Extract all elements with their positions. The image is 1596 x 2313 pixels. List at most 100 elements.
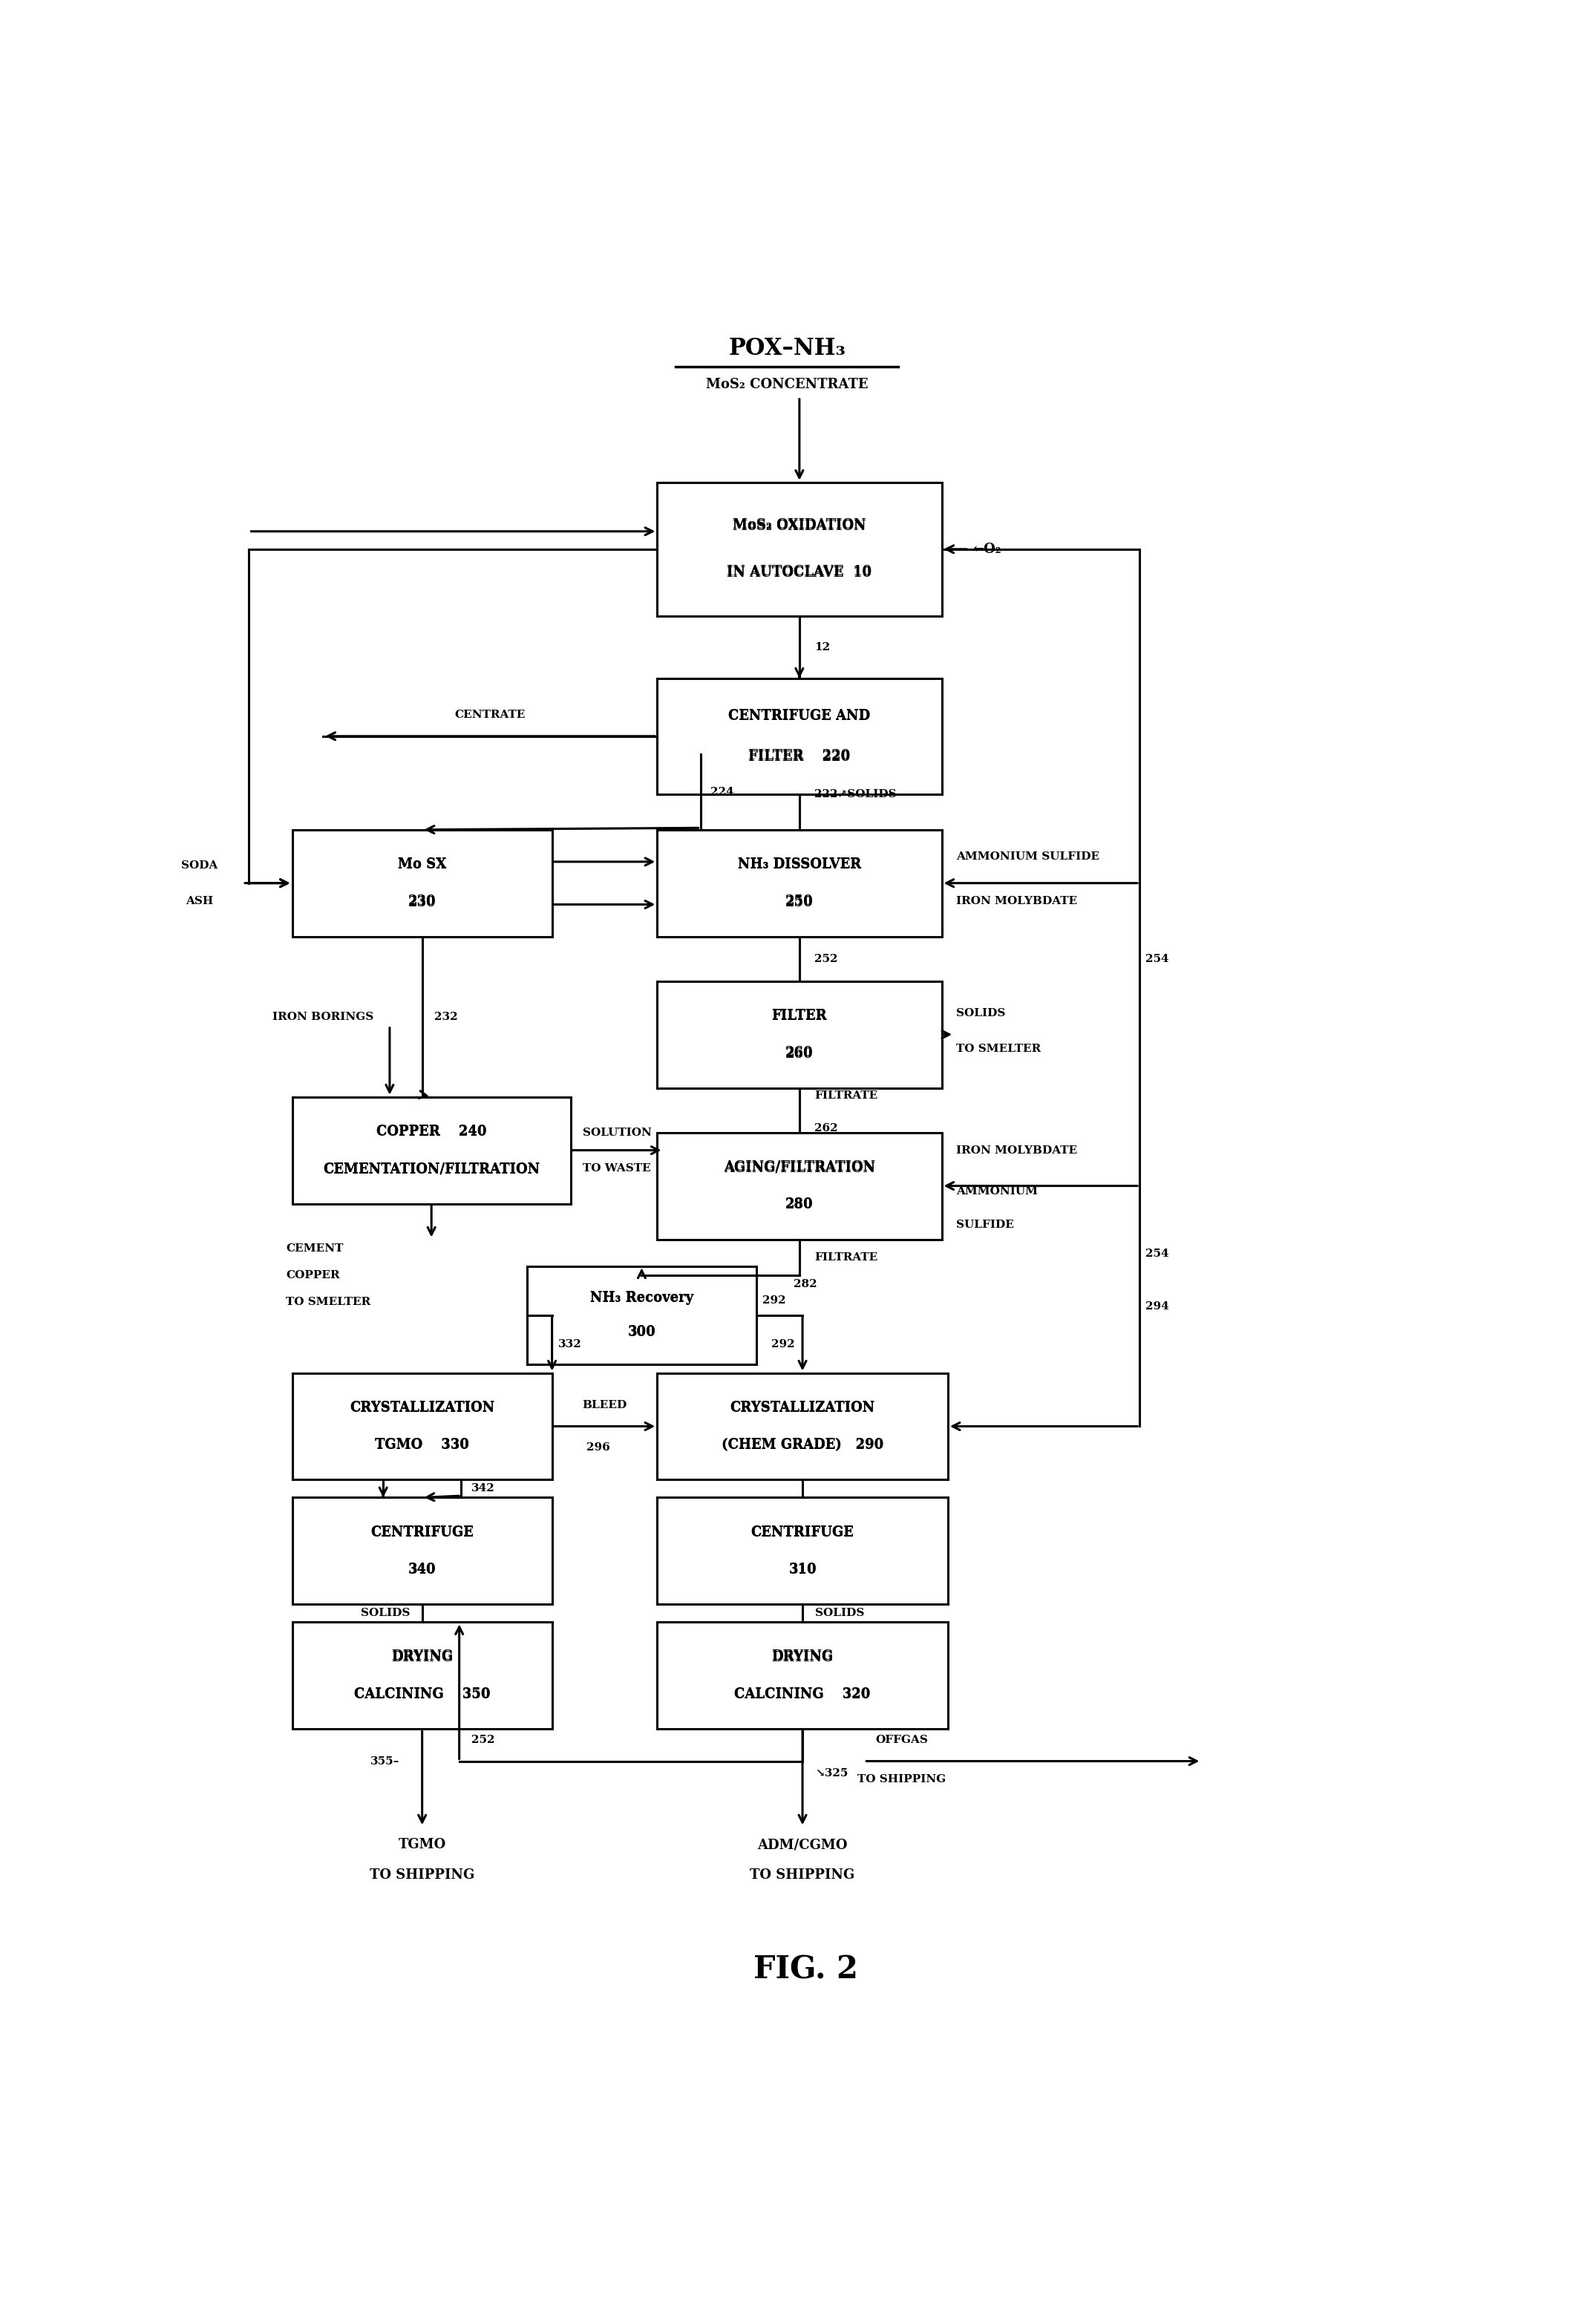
Text: CRYSTALLIZATION: CRYSTALLIZATION	[350, 1402, 495, 1416]
Bar	[658, 1374, 948, 1480]
Text: 250: 250	[785, 895, 814, 909]
Bar	[292, 1497, 552, 1605]
Text: OFFGAS: OFFGAS	[875, 1735, 927, 1744]
Text: CRYSTALLIZATION: CRYSTALLIZATION	[729, 1402, 875, 1416]
Text: 280: 280	[785, 1198, 814, 1212]
Text: TGMO: TGMO	[399, 1839, 445, 1850]
Text: BLEED: BLEED	[583, 1399, 627, 1411]
Text: CENTRIFUGE: CENTRIFUGE	[752, 1527, 854, 1540]
Text: 310: 310	[788, 1564, 817, 1575]
Text: FIG. 2: FIG. 2	[753, 1954, 859, 1985]
Text: ↘325: ↘325	[816, 1769, 847, 1779]
Text: 12: 12	[814, 643, 830, 652]
Text: 332: 332	[559, 1339, 583, 1348]
Text: AGING/FILTRATION: AGING/FILTRATION	[723, 1161, 875, 1175]
Bar	[658, 1497, 948, 1605]
Text: Mo SX: Mo SX	[397, 858, 447, 872]
Text: 232: 232	[434, 1011, 458, 1022]
Text: SULFIDE: SULFIDE	[956, 1219, 1015, 1231]
Text: FILTRATE: FILTRATE	[814, 1251, 878, 1263]
Text: CALCINING    350: CALCINING 350	[354, 1686, 490, 1700]
Bar	[658, 1621, 948, 1730]
Text: SODA: SODA	[182, 860, 217, 870]
Bar	[292, 1621, 552, 1730]
Bar	[658, 830, 942, 937]
Text: TO SHIPPING: TO SHIPPING	[857, 1774, 946, 1783]
Text: (CHEM GRADE)   290: (CHEM GRADE) 290	[721, 1439, 884, 1453]
Text: AMMONIUM SULFIDE: AMMONIUM SULFIDE	[956, 851, 1100, 860]
Text: IN AUTOCLAVE  10: IN AUTOCLAVE 10	[726, 567, 871, 581]
Text: 252: 252	[472, 1735, 495, 1744]
Text: FILTER: FILTER	[772, 1008, 827, 1022]
Text: 224: 224	[710, 786, 734, 798]
Text: ←O₂: ←O₂	[972, 544, 1001, 555]
Text: IRON MOLYBDATE: IRON MOLYBDATE	[956, 895, 1077, 907]
Text: 260: 260	[785, 1048, 814, 1059]
Text: NH₃ DISSOLVER: NH₃ DISSOLVER	[737, 858, 862, 870]
Text: 254: 254	[1146, 953, 1170, 965]
Text: 230: 230	[409, 895, 436, 909]
Text: CENTRATE: CENTRATE	[455, 710, 525, 719]
Text: AGING/FILTRATION: AGING/FILTRATION	[723, 1159, 875, 1173]
Text: CALCINING    320: CALCINING 320	[734, 1686, 870, 1700]
Text: 230: 230	[409, 895, 436, 909]
Text: CRYSTALLIZATION: CRYSTALLIZATION	[350, 1399, 495, 1413]
Text: IRON MOLYBDATE: IRON MOLYBDATE	[956, 1145, 1077, 1156]
Text: FILTER    220: FILTER 220	[749, 749, 851, 763]
Text: DRYING: DRYING	[391, 1649, 453, 1663]
Text: SOLIDS: SOLIDS	[361, 1608, 410, 1619]
Text: 254: 254	[1146, 1249, 1170, 1258]
Text: CENTRIFUGE AND: CENTRIFUGE AND	[728, 710, 870, 724]
Text: POX–NH₃: POX–NH₃	[728, 338, 846, 361]
Text: TO SMELTER: TO SMELTER	[956, 1043, 1041, 1055]
Text: TGMO    330: TGMO 330	[375, 1439, 469, 1453]
Text: 282: 282	[793, 1279, 817, 1288]
Bar	[658, 483, 942, 615]
Text: TO WASTE: TO WASTE	[583, 1163, 651, 1173]
Text: 262: 262	[814, 1122, 838, 1133]
Text: IN AUTOCLAVE  10: IN AUTOCLAVE 10	[726, 564, 871, 578]
Text: (CHEM GRADE)   290: (CHEM GRADE) 290	[721, 1439, 884, 1450]
Text: 280: 280	[785, 1198, 814, 1210]
Text: CEMENTATION/FILTRATION: CEMENTATION/FILTRATION	[322, 1163, 539, 1177]
Text: ASH: ASH	[185, 895, 214, 907]
Text: CENTRIFUGE: CENTRIFUGE	[370, 1527, 474, 1540]
Text: CEMENTATION/FILTRATION: CEMENTATION/FILTRATION	[322, 1161, 539, 1175]
Text: IRON BORINGS: IRON BORINGS	[273, 1011, 373, 1022]
Text: DRYING: DRYING	[391, 1651, 453, 1663]
Text: NH₃ DISSOLVER: NH₃ DISSOLVER	[737, 858, 862, 872]
Text: ADM/CGMO: ADM/CGMO	[758, 1839, 847, 1850]
Text: Mo SX: Mo SX	[397, 858, 447, 870]
Text: SOLUTION: SOLUTION	[583, 1126, 651, 1138]
Text: TGMO    330: TGMO 330	[375, 1439, 469, 1450]
Text: 310: 310	[788, 1564, 817, 1577]
Text: 292: 292	[763, 1295, 785, 1307]
Text: MoS₂ CONCENTRATE: MoS₂ CONCENTRATE	[705, 377, 868, 391]
Text: FILTRATE: FILTRATE	[814, 1092, 878, 1101]
Text: COPPER    240: COPPER 240	[377, 1126, 487, 1138]
Text: 300: 300	[627, 1325, 656, 1339]
Text: FILTER: FILTER	[772, 1011, 827, 1022]
Text: 250: 250	[785, 895, 814, 909]
Text: 252: 252	[814, 953, 838, 965]
Text: 340: 340	[409, 1564, 436, 1575]
Bar	[658, 1133, 942, 1240]
Text: CENTRIFUGE: CENTRIFUGE	[752, 1524, 854, 1538]
Bar	[292, 1096, 571, 1203]
Text: 342: 342	[471, 1483, 495, 1494]
Text: 296: 296	[587, 1443, 610, 1453]
Text: COPPER    240: COPPER 240	[377, 1124, 487, 1138]
Bar	[658, 981, 942, 1087]
Text: CALCINING    350: CALCINING 350	[354, 1688, 490, 1702]
Text: CEMENT: CEMENT	[286, 1242, 343, 1254]
Text: NH₃ Recovery: NH₃ Recovery	[591, 1291, 693, 1305]
Text: TO SHIPPING: TO SHIPPING	[370, 1869, 474, 1883]
Bar	[292, 830, 552, 937]
Text: TO SMELTER: TO SMELTER	[286, 1298, 370, 1307]
Text: 292: 292	[771, 1339, 795, 1348]
Text: CALCINING    320: CALCINING 320	[734, 1688, 870, 1702]
Text: SOLIDS: SOLIDS	[956, 1008, 1005, 1018]
Bar	[658, 678, 942, 793]
Text: DRYING: DRYING	[771, 1649, 833, 1663]
Text: MoS₂ OXIDATION: MoS₂ OXIDATION	[733, 520, 867, 532]
